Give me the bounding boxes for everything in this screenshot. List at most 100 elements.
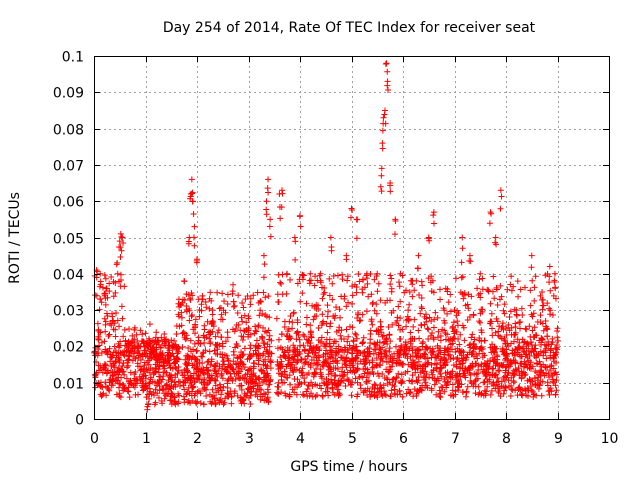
data-point (345, 376, 352, 383)
data-point (290, 342, 297, 349)
data-point (501, 301, 508, 308)
data-point (260, 289, 267, 296)
data-point (278, 187, 285, 194)
x-tick-label: 9 (554, 431, 563, 447)
data-point (280, 352, 287, 359)
data-point (220, 383, 227, 390)
data-point (301, 379, 308, 386)
data-point (293, 336, 300, 343)
data-point (528, 341, 535, 348)
data-point (444, 345, 451, 352)
data-point (347, 214, 354, 221)
data-point (391, 390, 398, 397)
data-point (503, 331, 510, 338)
data-point (303, 388, 310, 395)
data-point (123, 375, 130, 382)
data-point (125, 384, 132, 391)
data-point (467, 378, 474, 385)
data-point (426, 237, 433, 244)
data-point (503, 346, 510, 353)
data-point (387, 281, 394, 288)
data-point (507, 393, 514, 400)
data-point (360, 366, 367, 373)
data-point (466, 349, 473, 356)
data-point (153, 365, 160, 372)
data-point (546, 263, 553, 270)
data-point (424, 355, 431, 362)
data-point (331, 391, 338, 398)
data-point (319, 392, 326, 399)
data-point (410, 360, 417, 367)
data-point (517, 286, 524, 293)
data-point (425, 359, 432, 366)
data-point (240, 304, 247, 311)
data-point (448, 370, 455, 377)
data-point (520, 343, 527, 350)
data-point (101, 315, 108, 322)
data-point (497, 205, 504, 212)
data-point (160, 363, 167, 370)
data-point (419, 382, 426, 389)
data-point (348, 207, 355, 214)
data-point (92, 372, 99, 379)
data-point (406, 288, 413, 295)
data-point (530, 393, 537, 400)
data-point (192, 390, 199, 397)
data-point (253, 376, 260, 383)
data-point (283, 271, 290, 278)
data-point (512, 346, 519, 353)
data-point (179, 330, 186, 337)
data-point (489, 288, 496, 295)
data-point (553, 359, 560, 366)
data-point (293, 391, 300, 398)
data-point (171, 394, 178, 401)
data-point (430, 289, 437, 296)
data-point (527, 333, 534, 340)
data-point (214, 289, 221, 296)
data-point (370, 299, 377, 306)
data-point (413, 353, 420, 360)
data-point (224, 291, 231, 298)
data-point (552, 391, 559, 398)
data-point (96, 342, 103, 349)
y-tick-label: 0.08 (53, 123, 84, 139)
data-point (546, 305, 553, 312)
data-point (409, 372, 416, 379)
data-point (193, 257, 200, 264)
data-point (245, 386, 252, 393)
data-point (449, 381, 456, 388)
data-point (263, 206, 270, 213)
data-point (545, 371, 552, 378)
data-point (210, 319, 217, 326)
data-point (104, 369, 111, 376)
data-point (224, 390, 231, 397)
data-point (103, 383, 110, 390)
data-point (299, 372, 306, 379)
data-point (502, 340, 509, 347)
data-point (284, 344, 291, 351)
y-tick-label: 0.06 (53, 195, 84, 211)
data-point (473, 351, 480, 358)
data-point (114, 317, 121, 324)
data-point (286, 393, 293, 400)
data-point (443, 384, 450, 391)
data-point (508, 273, 515, 280)
data-point (164, 391, 171, 398)
data-point (305, 350, 312, 357)
data-point (116, 238, 123, 245)
data-point (181, 386, 188, 393)
data-point (109, 378, 116, 385)
data-point (543, 370, 550, 377)
data-point (383, 335, 390, 342)
data-point (489, 325, 496, 332)
data-point (413, 377, 420, 384)
data-point (438, 356, 445, 363)
data-point (369, 357, 376, 364)
data-point (437, 390, 444, 397)
data-point (224, 301, 231, 308)
data-point (209, 393, 216, 400)
data-point (143, 366, 150, 373)
data-point (103, 285, 110, 292)
data-point (404, 368, 411, 375)
data-point (544, 333, 551, 340)
